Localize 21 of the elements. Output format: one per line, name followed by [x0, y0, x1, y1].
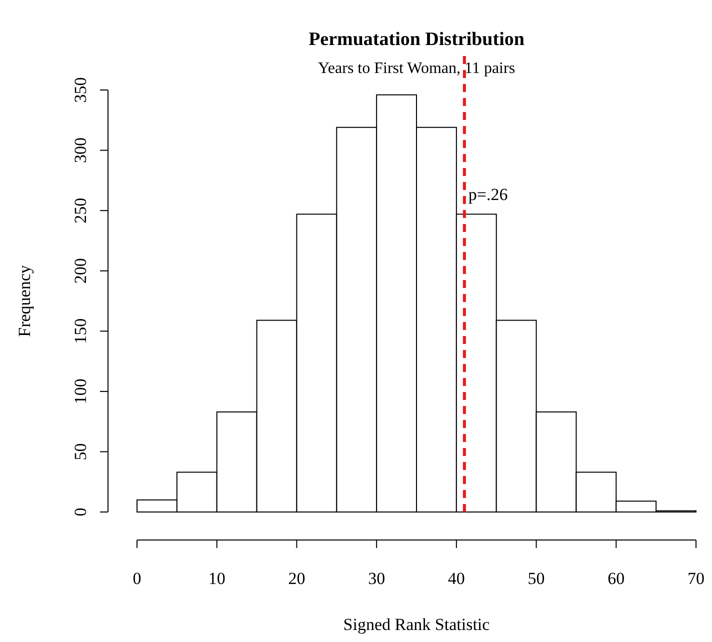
y-tick-label: 200 — [71, 258, 90, 284]
y-tick-label: 300 — [71, 138, 90, 164]
x-tick-label: 30 — [368, 569, 386, 588]
x-tick-label: 0 — [132, 569, 142, 588]
y-tick-label: 250 — [71, 198, 90, 224]
x-tick-label: 70 — [688, 569, 704, 588]
x-tick-label: 10 — [208, 569, 226, 588]
y-tick-label: 350 — [71, 77, 90, 103]
y-tick-label: 100 — [71, 378, 90, 404]
x-tick-label: 60 — [608, 569, 625, 588]
x-tick-label: 40 — [448, 569, 465, 588]
chart-title: Permuatation Distribution — [308, 29, 525, 50]
y-tick-label: 50 — [71, 443, 90, 460]
y-tick-label: 0 — [71, 508, 90, 516]
x-axis-title: Signed Rank Statistic — [343, 615, 490, 634]
chart-subtitle: Years to First Woman, 11 pairs — [318, 60, 516, 77]
x-tick-label: 50 — [528, 569, 545, 588]
y-axis-title: Frequency — [15, 264, 34, 337]
annotation: p=.26 — [468, 185, 508, 204]
y-tick-label: 150 — [71, 318, 90, 344]
x-tick-label: 20 — [288, 569, 306, 588]
